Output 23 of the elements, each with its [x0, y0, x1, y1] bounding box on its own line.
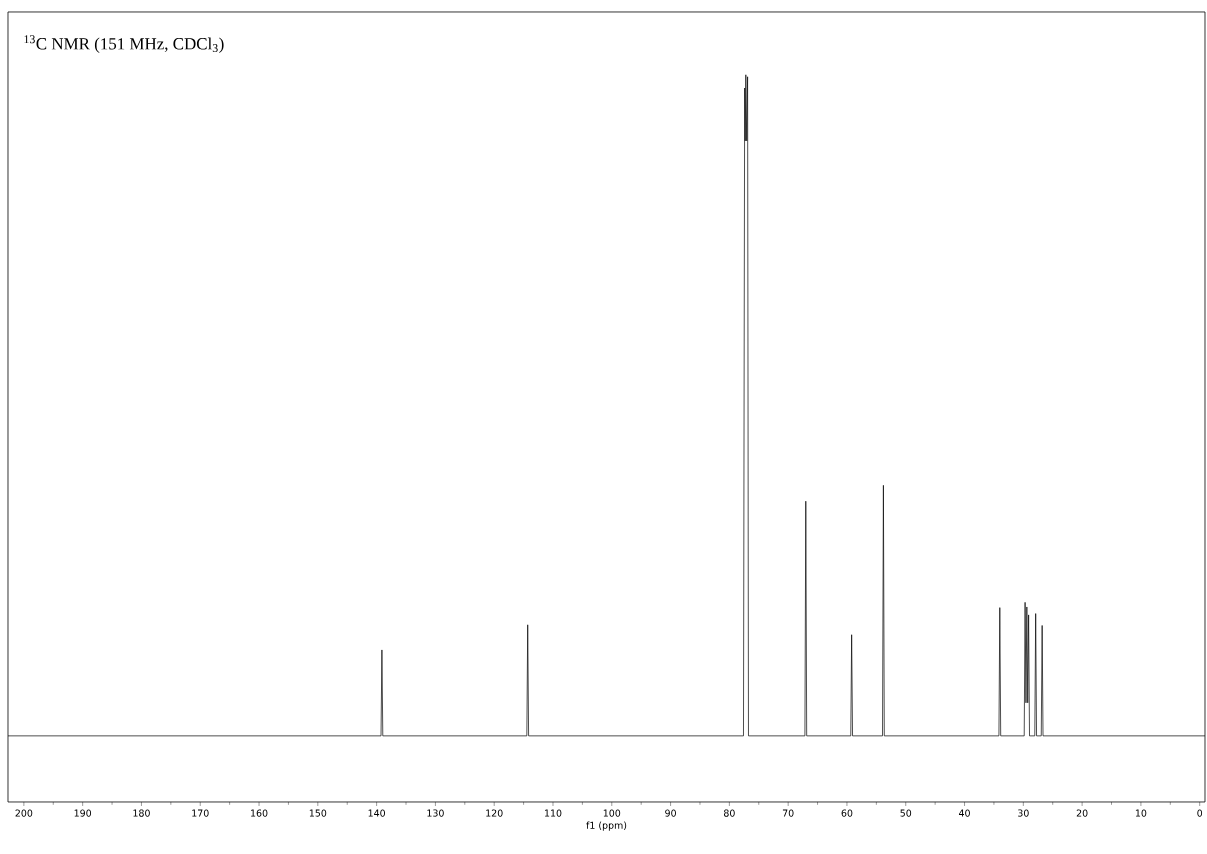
x-tick-label: 60	[841, 809, 853, 817]
x-tick-label: 110	[545, 809, 562, 817]
x-tick-label: 100	[603, 809, 621, 817]
x-tick-label: 160	[251, 809, 268, 817]
x-tick-label: 190	[74, 809, 92, 817]
x-tick-label: 180	[133, 809, 150, 817]
x-tick-label: 140	[368, 809, 386, 817]
text: $^{13}$C NMR (151 MHz, CDCl$_{3}$)	[24, 35, 224, 53]
x-tick-label: 10	[1135, 809, 1147, 817]
x-tick-label: 20	[1076, 809, 1088, 817]
x-tick-label: 150	[309, 809, 327, 817]
x-tick-label: 90	[665, 809, 676, 817]
x-tick-label: 120	[486, 809, 503, 817]
x-tick-label: 200	[15, 809, 33, 817]
x-tick-label: 40	[958, 809, 970, 817]
x-tick-label: 170	[192, 809, 209, 817]
x-tick-label: 80	[723, 809, 735, 817]
x-tick-label: 70	[782, 809, 794, 817]
x-tick-label: 30	[1018, 809, 1029, 817]
x-tick-label: 0	[1197, 809, 1203, 817]
x-tick-label: 130	[427, 809, 444, 817]
x-axis-title: f1 (ppm)	[586, 821, 627, 831]
x-tick-label: 50	[900, 809, 912, 817]
